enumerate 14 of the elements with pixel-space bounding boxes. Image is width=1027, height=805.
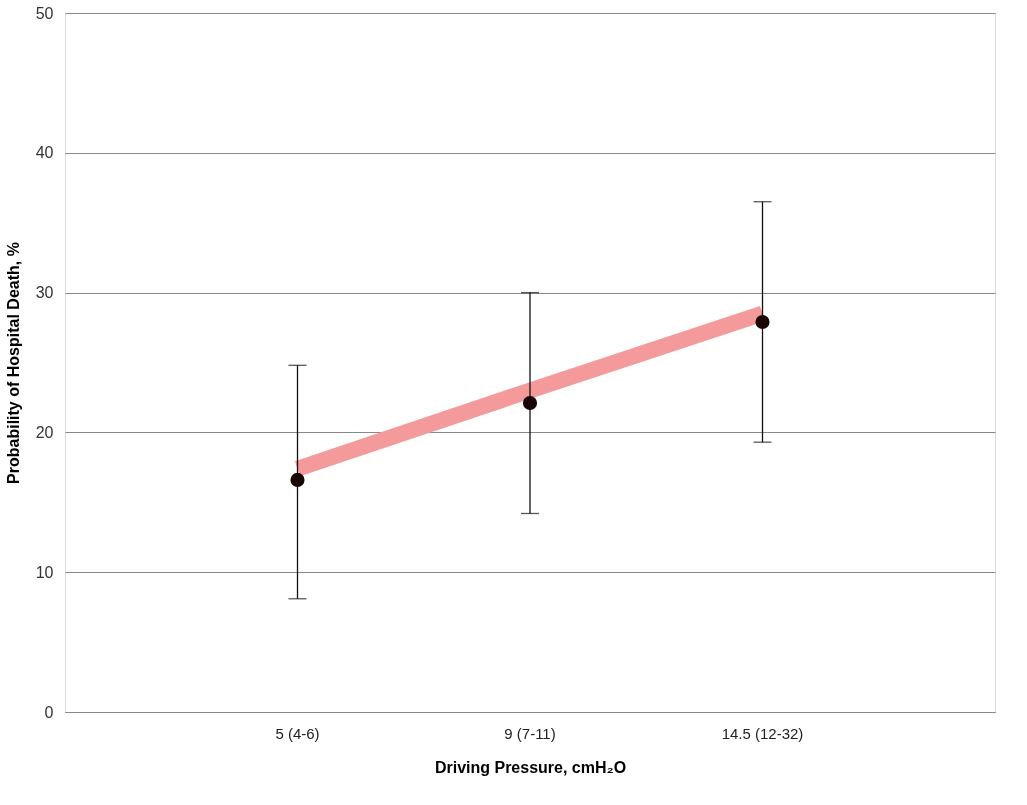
y-tick-label: 10 (35, 563, 54, 581)
point (290, 472, 305, 487)
y-tick-label: 20 (35, 423, 54, 441)
point (755, 314, 770, 330)
point (522, 395, 538, 411)
y-axis-title: Probability of Hospital Death, % (4, 242, 22, 484)
y-tick-label: 50 (35, 4, 54, 22)
x-tick-label: 9 (7-11) (504, 724, 556, 742)
y-tick-label: 0 (44, 703, 54, 721)
x-tick-label: 14.5 (12-32) (721, 724, 804, 742)
x-axis-title: Driving Pressure, cmH₂O (434, 758, 627, 776)
y-tick-label: 40 (35, 144, 54, 162)
y-tick-label: 30 (35, 284, 54, 302)
x-tick-label: 5 (4-6) (275, 724, 320, 742)
